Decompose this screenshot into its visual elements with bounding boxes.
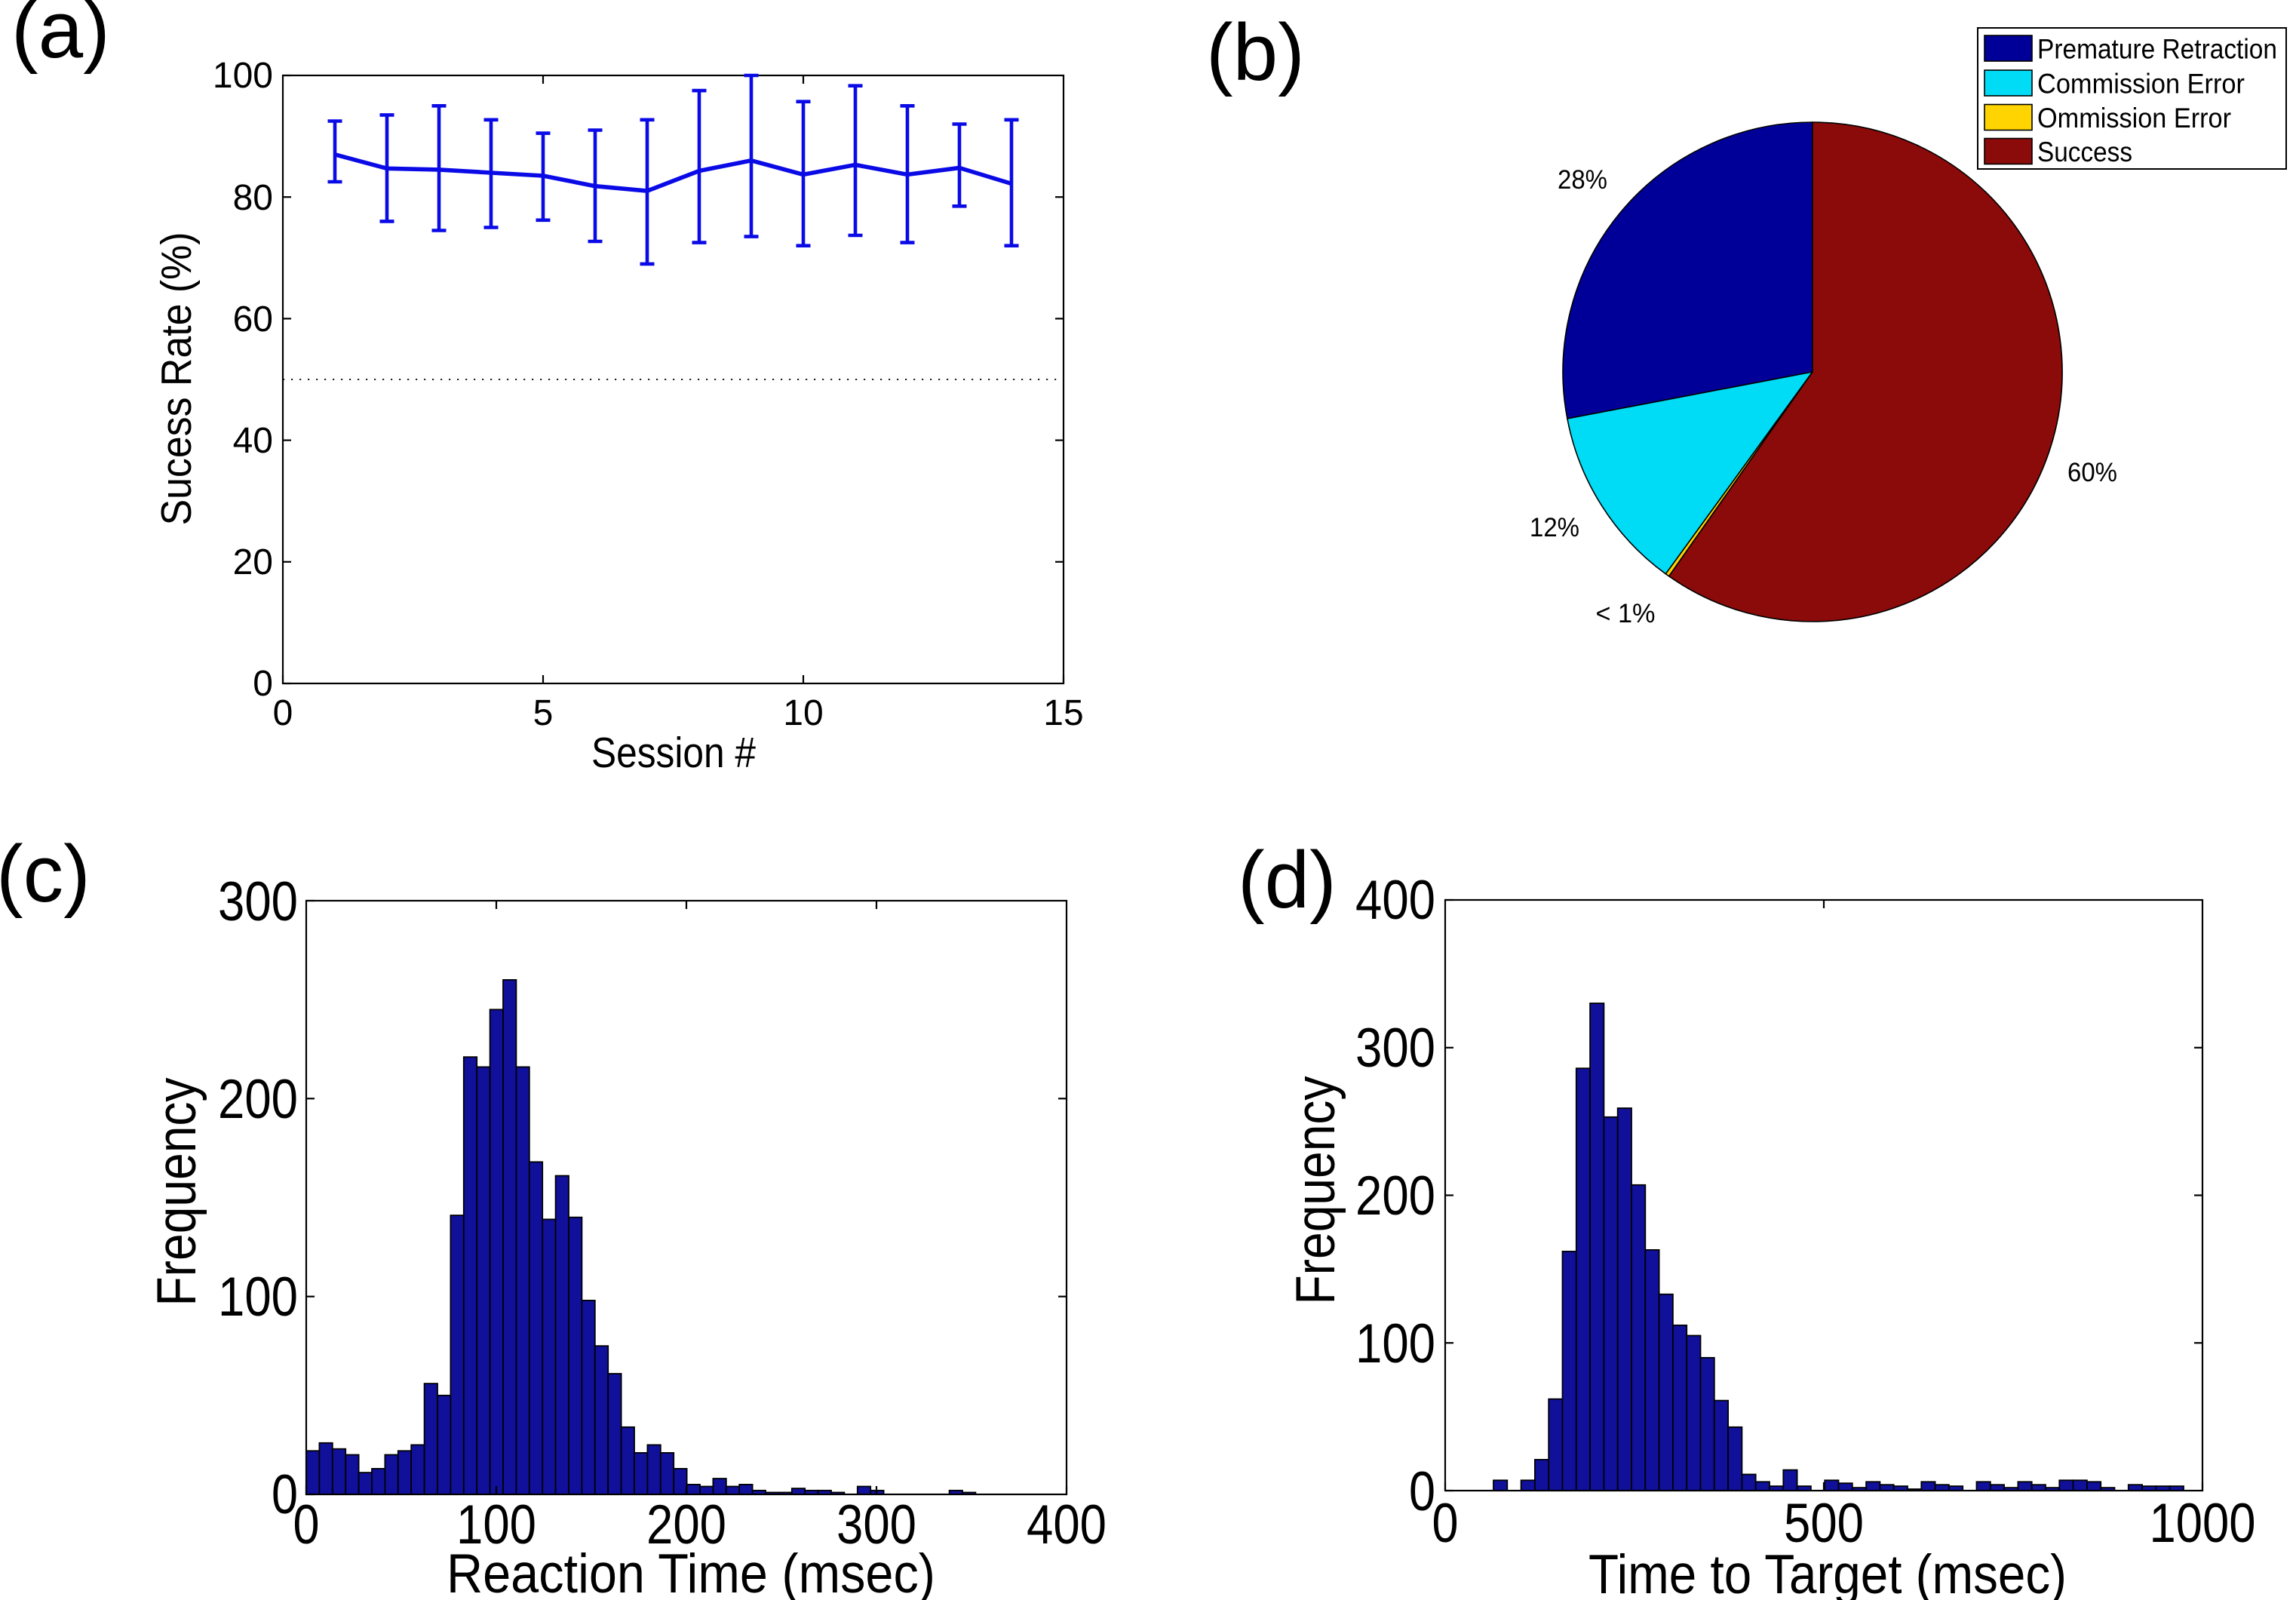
- svg-text:Commission Error: Commission Error: [2037, 69, 2245, 100]
- svg-text:40: 40: [233, 421, 273, 461]
- svg-text:Ommission Error: Ommission Error: [2037, 103, 2231, 134]
- svg-text:(c): (c): [0, 828, 91, 919]
- svg-text:Frequency: Frequency: [146, 1077, 207, 1306]
- svg-text:200: 200: [646, 1494, 726, 1555]
- svg-text:500: 500: [1784, 1493, 1864, 1554]
- svg-text:Frequency: Frequency: [1285, 1076, 1346, 1304]
- svg-text:15: 15: [1043, 693, 1083, 733]
- svg-text:0: 0: [253, 664, 273, 704]
- svg-text:Success: Success: [2037, 137, 2132, 167]
- svg-text:60: 60: [233, 299, 273, 339]
- svg-text:Sucess Rate (%): Sucess Rate (%): [152, 232, 201, 526]
- svg-text:300: 300: [1355, 1018, 1435, 1079]
- svg-text:200: 200: [1355, 1165, 1435, 1227]
- svg-text:300: 300: [836, 1494, 916, 1555]
- svg-text:28%: 28%: [1558, 165, 1607, 195]
- svg-text:0: 0: [272, 1464, 298, 1525]
- svg-text:400: 400: [1027, 1494, 1107, 1555]
- svg-text:Premature Retraction: Premature Retraction: [2037, 34, 2277, 65]
- svg-text:100: 100: [456, 1494, 536, 1555]
- svg-text:1000: 1000: [2150, 1493, 2256, 1554]
- svg-text:0: 0: [1432, 1493, 1459, 1554]
- svg-text:0: 0: [273, 693, 293, 733]
- svg-text:12%: 12%: [1530, 513, 1579, 542]
- svg-text:(b): (b): [1206, 7, 1305, 97]
- svg-text:0: 0: [293, 1494, 320, 1555]
- svg-text:80: 80: [233, 178, 273, 218]
- svg-text:Time to Target (msec): Time to Target (msec): [1588, 1544, 2067, 1600]
- svg-text:100: 100: [218, 1267, 298, 1328]
- svg-text:400: 400: [1355, 870, 1435, 931]
- svg-text:(d): (d): [1238, 834, 1337, 925]
- svg-text:20: 20: [233, 542, 273, 582]
- svg-text:200: 200: [218, 1069, 298, 1130]
- svg-text:Reaction Time (msec): Reaction Time (msec): [447, 1543, 935, 1600]
- svg-text:0: 0: [1409, 1461, 1435, 1522]
- svg-text:100: 100: [213, 56, 273, 96]
- svg-text:100: 100: [1355, 1313, 1435, 1374]
- svg-text:10: 10: [783, 693, 823, 733]
- svg-text:5: 5: [533, 693, 554, 733]
- svg-text:(a): (a): [11, 0, 110, 75]
- svg-text:< 1%: < 1%: [1596, 599, 1656, 628]
- svg-text:Session #: Session #: [591, 729, 756, 777]
- svg-text:60%: 60%: [2067, 458, 2117, 487]
- svg-text:300: 300: [218, 871, 298, 932]
